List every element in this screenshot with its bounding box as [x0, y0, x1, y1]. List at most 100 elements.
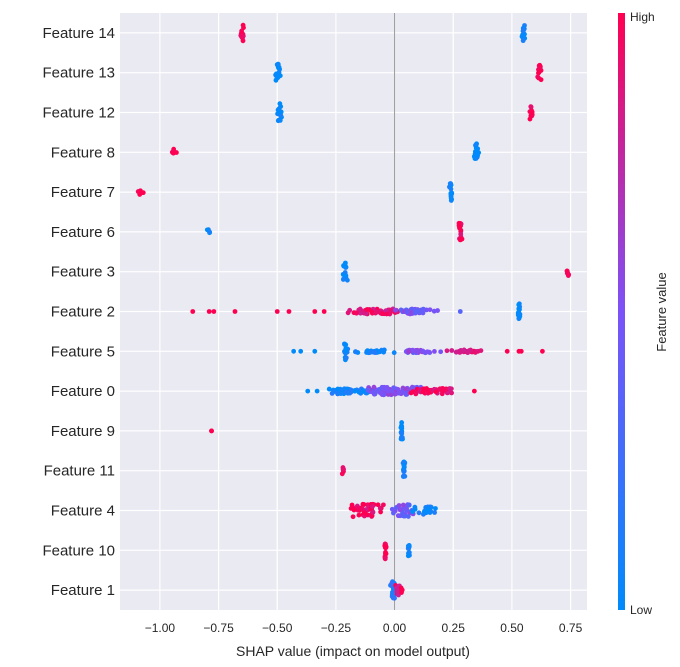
data-point [365, 387, 371, 393]
data-point [345, 310, 351, 316]
feature-row-points [340, 260, 572, 283]
data-point [458, 231, 464, 237]
feature-label: Feature 11 [44, 463, 115, 480]
data-point [137, 192, 143, 197]
data-point [457, 309, 463, 314]
data-point [457, 349, 463, 355]
data-point [377, 505, 383, 511]
data-point [382, 555, 388, 561]
data-point [276, 74, 281, 80]
data-point [448, 190, 454, 196]
feature-row-points [348, 501, 438, 520]
data-point [423, 509, 429, 515]
data-point [475, 153, 480, 159]
data-point [232, 309, 238, 314]
data-point [286, 309, 292, 314]
data-point [456, 223, 462, 228]
data-point [364, 512, 370, 517]
data-point [340, 277, 346, 282]
data-point [388, 307, 394, 313]
feature-label: Feature 12 [42, 105, 115, 122]
data-point [383, 549, 388, 555]
data-point [537, 65, 543, 71]
data-point [433, 389, 439, 395]
x-tick-label: −0.75 [203, 621, 234, 635]
data-point [391, 595, 396, 601]
data-point [389, 591, 395, 597]
feature-label: Feature 6 [51, 224, 115, 241]
data-point [381, 347, 387, 353]
feature-row-points [169, 141, 482, 161]
data-point [415, 308, 421, 314]
x-tick-label: −1.00 [145, 621, 176, 635]
colorbar [618, 13, 625, 610]
data-point [370, 509, 376, 515]
data-point [424, 307, 429, 313]
data-point [170, 150, 176, 156]
data-point [345, 390, 351, 396]
data-point [399, 590, 404, 595]
data-point [312, 348, 318, 354]
feature-row-points [339, 459, 408, 479]
feature-row-points [382, 541, 412, 562]
feature-row-points [135, 181, 455, 203]
data-point [331, 388, 337, 394]
data-point [398, 585, 404, 591]
data-point [413, 391, 419, 397]
feature-label: Feature 8 [51, 144, 115, 161]
data-point [384, 311, 390, 317]
data-point [353, 349, 358, 355]
data-point [516, 302, 522, 308]
data-point [438, 349, 444, 355]
data-point [343, 273, 349, 279]
data-point [305, 388, 311, 394]
feature-label: Feature 14 [42, 25, 115, 42]
data-point [378, 391, 384, 396]
data-point [341, 467, 346, 472]
data-point [240, 38, 246, 44]
data-point [326, 386, 332, 392]
feature-label: Feature 1 [51, 582, 115, 599]
data-point [399, 423, 404, 429]
data-point [404, 309, 410, 315]
data-point [357, 306, 363, 312]
data-point [406, 502, 412, 508]
data-point [465, 350, 471, 356]
data-point [278, 109, 284, 115]
data-point [402, 390, 408, 396]
x-tick-label: 0.50 [500, 621, 524, 635]
data-point [373, 310, 378, 316]
data-point [504, 348, 510, 354]
data-point [275, 61, 281, 67]
data-point [351, 507, 357, 513]
data-point [402, 513, 408, 519]
data-point [355, 506, 361, 512]
feature-row-points [209, 420, 405, 442]
data-point [349, 502, 355, 508]
data-point [312, 309, 318, 314]
data-point [449, 196, 455, 202]
data-point [278, 113, 284, 118]
data-point [395, 585, 401, 591]
data-point [397, 507, 403, 513]
data-point [371, 384, 377, 390]
feature-row-points [204, 220, 465, 243]
data-point [361, 388, 366, 393]
data-point [369, 309, 375, 315]
data-point [370, 504, 375, 509]
data-point [405, 553, 411, 559]
data-point [378, 509, 383, 515]
data-point [337, 391, 343, 396]
data-point [343, 348, 349, 354]
feature-label: Feature 4 [51, 503, 115, 520]
data-point [348, 387, 354, 393]
data-point [412, 506, 418, 512]
data-point [535, 74, 541, 80]
data-point [359, 506, 365, 512]
data-point [364, 307, 370, 312]
data-point [538, 77, 544, 83]
feature-row-points [388, 579, 405, 601]
data-point [448, 181, 454, 187]
x-axis-label: SHAP value (impact on model output) [236, 643, 470, 659]
data-point [517, 311, 523, 317]
